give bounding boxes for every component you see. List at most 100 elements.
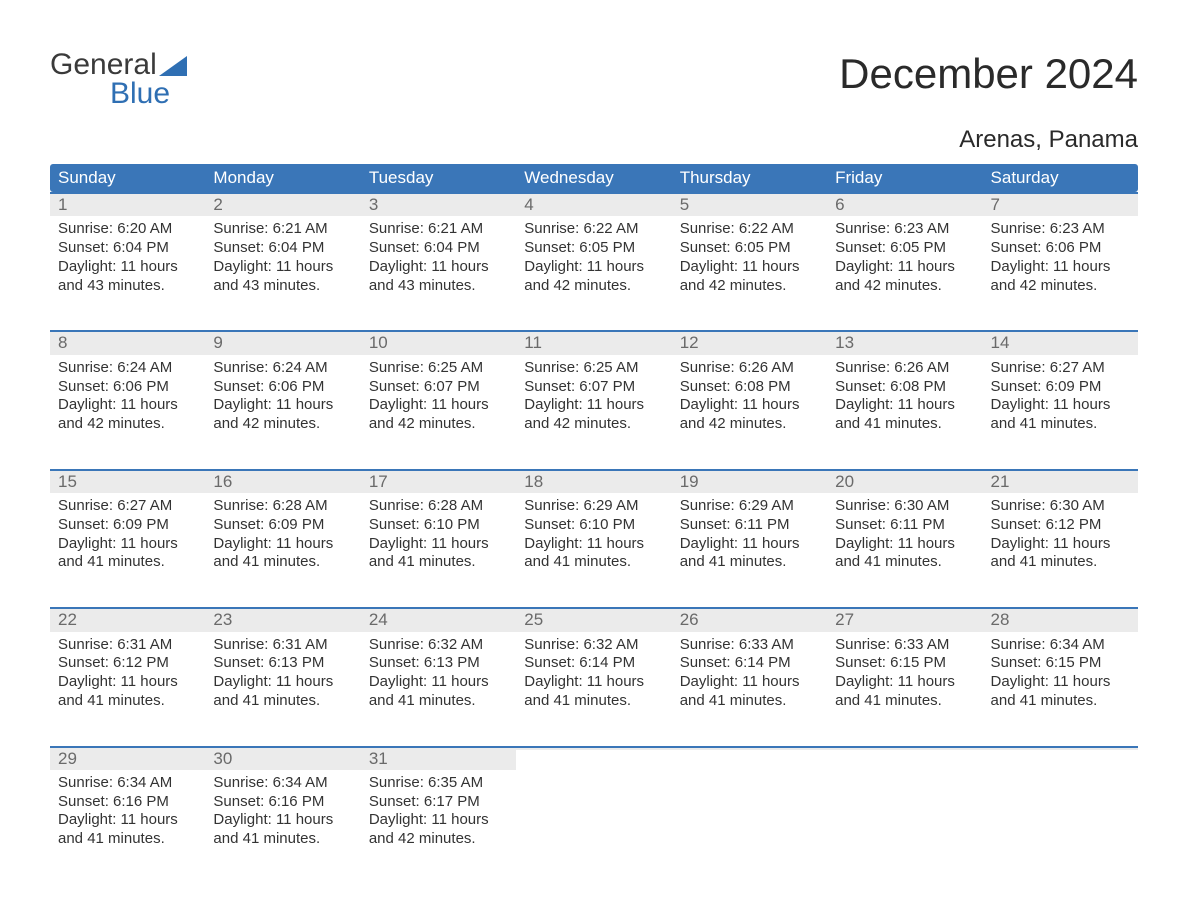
day-cell: 10Sunrise: 6:25 AMSunset: 6:07 PMDayligh… (361, 332, 516, 454)
day-number: 18 (516, 471, 671, 493)
day-number-row: 20 (827, 471, 982, 493)
day-number-row: 4 (516, 194, 671, 216)
day-cell: 20Sunrise: 6:30 AMSunset: 6:11 PMDayligh… (827, 471, 982, 593)
daylight-line: and 43 minutes. (369, 277, 508, 296)
daylight-line: Daylight: 11 hours (991, 673, 1130, 692)
day-number-row (983, 748, 1138, 750)
day-number: 30 (205, 748, 360, 770)
daylight-line: and 41 minutes. (680, 692, 819, 711)
logo: General Blue (50, 50, 187, 107)
daylight-line: Daylight: 11 hours (369, 396, 508, 415)
daylight-line: and 41 minutes. (58, 830, 197, 849)
daylight-line: and 41 minutes. (835, 553, 974, 572)
daylight-line: Daylight: 11 hours (680, 535, 819, 554)
day-number: 3 (361, 194, 516, 216)
day-cell (672, 748, 827, 870)
sunrise-line: Sunrise: 6:33 AM (835, 636, 974, 655)
day-cell: 17Sunrise: 6:28 AMSunset: 6:10 PMDayligh… (361, 471, 516, 593)
page-title: December 2024 (839, 50, 1138, 98)
day-body: Sunrise: 6:24 AMSunset: 6:06 PMDaylight:… (205, 355, 360, 455)
day-cell: 16Sunrise: 6:28 AMSunset: 6:09 PMDayligh… (205, 471, 360, 593)
day-cell: 13Sunrise: 6:26 AMSunset: 6:08 PMDayligh… (827, 332, 982, 454)
day-number-row: 19 (672, 471, 827, 493)
daylight-line: Daylight: 11 hours (835, 673, 974, 692)
daylight-line: and 41 minutes. (524, 553, 663, 572)
sunrise-line: Sunrise: 6:34 AM (213, 774, 352, 793)
daylight-line: and 42 minutes. (369, 415, 508, 434)
day-number: 29 (50, 748, 205, 770)
sunset-line: Sunset: 6:04 PM (58, 239, 197, 258)
sunset-line: Sunset: 6:04 PM (369, 239, 508, 258)
sunset-line: Sunset: 6:09 PM (991, 378, 1130, 397)
day-number-row: 9 (205, 332, 360, 354)
daylight-line: Daylight: 11 hours (213, 535, 352, 554)
sunrise-line: Sunrise: 6:34 AM (991, 636, 1130, 655)
daylight-line: Daylight: 11 hours (213, 396, 352, 415)
daylight-line: and 41 minutes. (58, 553, 197, 572)
day-number: 2 (205, 194, 360, 216)
day-body: Sunrise: 6:29 AMSunset: 6:10 PMDaylight:… (516, 493, 671, 593)
daylight-line: and 41 minutes. (835, 415, 974, 434)
day-number: 13 (827, 332, 982, 354)
sunset-line: Sunset: 6:06 PM (991, 239, 1130, 258)
daylight-line: Daylight: 11 hours (58, 535, 197, 554)
day-body: Sunrise: 6:26 AMSunset: 6:08 PMDaylight:… (672, 355, 827, 455)
day-number: 10 (361, 332, 516, 354)
daylight-line: and 41 minutes. (991, 553, 1130, 572)
sunrise-line: Sunrise: 6:24 AM (58, 359, 197, 378)
day-cell: 7Sunrise: 6:23 AMSunset: 6:06 PMDaylight… (983, 194, 1138, 316)
daylight-line: and 42 minutes. (213, 415, 352, 434)
daylight-line: Daylight: 11 hours (835, 535, 974, 554)
sunrise-line: Sunrise: 6:34 AM (58, 774, 197, 793)
day-cell: 2Sunrise: 6:21 AMSunset: 6:04 PMDaylight… (205, 194, 360, 316)
week-row: 1Sunrise: 6:20 AMSunset: 6:04 PMDaylight… (50, 192, 1138, 316)
sunrise-line: Sunrise: 6:30 AM (991, 497, 1130, 516)
day-body: Sunrise: 6:25 AMSunset: 6:07 PMDaylight:… (516, 355, 671, 455)
day-number-row: 8 (50, 332, 205, 354)
day-number: 11 (516, 332, 671, 354)
day-number: 1 (50, 194, 205, 216)
sunset-line: Sunset: 6:05 PM (835, 239, 974, 258)
daylight-line: Daylight: 11 hours (835, 396, 974, 415)
sail-icon (159, 56, 187, 76)
day-body: Sunrise: 6:34 AMSunset: 6:16 PMDaylight:… (50, 770, 205, 870)
sunrise-line: Sunrise: 6:29 AM (524, 497, 663, 516)
weekday-header: Thursday (672, 164, 827, 192)
day-body: Sunrise: 6:33 AMSunset: 6:15 PMDaylight:… (827, 632, 982, 732)
day-number-row (516, 748, 671, 750)
daylight-line: Daylight: 11 hours (524, 673, 663, 692)
day-number-row: 2 (205, 194, 360, 216)
day-body: Sunrise: 6:29 AMSunset: 6:11 PMDaylight:… (672, 493, 827, 593)
sunrise-line: Sunrise: 6:29 AM (680, 497, 819, 516)
sunrise-line: Sunrise: 6:27 AM (58, 497, 197, 516)
day-number-row: 15 (50, 471, 205, 493)
daylight-line: Daylight: 11 hours (991, 258, 1130, 277)
sunset-line: Sunset: 6:14 PM (524, 654, 663, 673)
header: General Blue December 2024 Arenas, Panam… (50, 50, 1138, 154)
day-body: Sunrise: 6:35 AMSunset: 6:17 PMDaylight:… (361, 770, 516, 870)
day-body: Sunrise: 6:32 AMSunset: 6:14 PMDaylight:… (516, 632, 671, 732)
daylight-line: Daylight: 11 hours (524, 396, 663, 415)
daylight-line: and 41 minutes. (835, 692, 974, 711)
logo-text-bottom: Blue (110, 80, 187, 107)
daylight-line: and 41 minutes. (991, 415, 1130, 434)
sunrise-line: Sunrise: 6:35 AM (369, 774, 508, 793)
sunrise-line: Sunrise: 6:26 AM (835, 359, 974, 378)
day-number-row (827, 748, 982, 750)
day-body: Sunrise: 6:31 AMSunset: 6:12 PMDaylight:… (50, 632, 205, 732)
sunset-line: Sunset: 6:17 PM (369, 793, 508, 812)
day-number-row: 26 (672, 609, 827, 631)
day-cell: 23Sunrise: 6:31 AMSunset: 6:13 PMDayligh… (205, 609, 360, 731)
daylight-line: and 41 minutes. (213, 692, 352, 711)
logo-text-top: General (50, 50, 157, 80)
day-cell: 26Sunrise: 6:33 AMSunset: 6:14 PMDayligh… (672, 609, 827, 731)
weekday-header: Sunday (50, 164, 205, 192)
weekday-header-row: Sunday Monday Tuesday Wednesday Thursday… (50, 164, 1138, 192)
daylight-line: and 41 minutes. (58, 692, 197, 711)
daylight-line: and 43 minutes. (213, 277, 352, 296)
daylight-line: Daylight: 11 hours (213, 258, 352, 277)
daylight-line: Daylight: 11 hours (524, 258, 663, 277)
day-number: 24 (361, 609, 516, 631)
day-number-row: 6 (827, 194, 982, 216)
daylight-line: Daylight: 11 hours (369, 811, 508, 830)
